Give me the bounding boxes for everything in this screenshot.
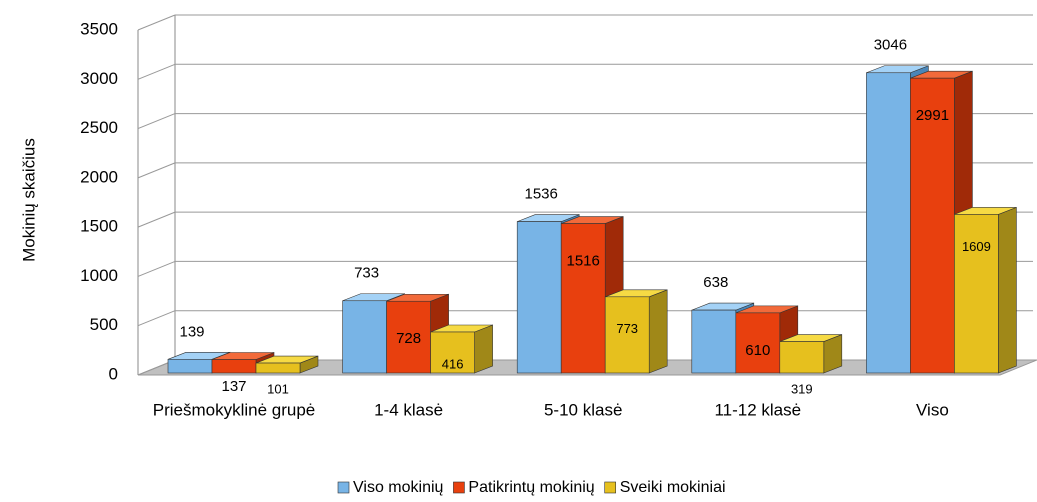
bar xyxy=(386,300,431,374)
bar xyxy=(954,214,999,374)
value-label: 1536 xyxy=(525,186,558,203)
bar xyxy=(691,309,737,374)
grid-line xyxy=(137,310,176,327)
bar-side xyxy=(474,324,493,374)
value-label: 733 xyxy=(354,265,379,282)
bar xyxy=(167,358,213,374)
y-tick-label: 500 xyxy=(90,315,118,334)
y-tick-label: 1000 xyxy=(80,266,118,285)
grid-line xyxy=(137,14,176,31)
legend-swatch xyxy=(453,481,465,494)
bar xyxy=(342,300,387,374)
y-tick-label: 0 xyxy=(109,364,118,383)
y-tick-label: 3000 xyxy=(80,69,118,88)
bar xyxy=(516,221,562,374)
y-tick-label: 1500 xyxy=(80,217,118,236)
value-label: 773 xyxy=(616,321,638,336)
bar xyxy=(866,72,911,374)
value-label: 728 xyxy=(396,330,421,347)
bar xyxy=(211,359,257,374)
grid-line xyxy=(137,162,176,179)
value-label: 137 xyxy=(221,378,246,395)
legend-label: Sveiki mokiniai xyxy=(620,479,726,496)
bar xyxy=(735,312,781,374)
x-tick-label: 1-4 klasė xyxy=(374,400,443,419)
y-tick-label: 2000 xyxy=(80,167,118,186)
value-label: 416 xyxy=(442,356,464,371)
grid-line xyxy=(137,113,176,130)
value-label: 610 xyxy=(745,342,770,359)
x-tick-label: 5-10 klasė xyxy=(544,400,622,419)
bar xyxy=(255,362,301,374)
x-tick-label: Viso xyxy=(916,400,949,419)
value-label: 2991 xyxy=(916,107,949,124)
grid-line xyxy=(137,260,176,277)
value-label: 139 xyxy=(179,323,204,340)
value-label: 1516 xyxy=(567,253,600,270)
grid-line xyxy=(137,211,176,228)
grid-line xyxy=(137,63,176,80)
bar xyxy=(779,341,825,374)
legend-swatch xyxy=(604,481,617,494)
bar xyxy=(910,77,955,374)
bar-side xyxy=(648,289,668,374)
y-axis-label: Mokinių skaičius xyxy=(19,138,38,262)
bar xyxy=(560,223,606,374)
bar xyxy=(430,331,475,374)
value-label: 319 xyxy=(791,381,813,396)
x-tick-label: 11-12 klasė xyxy=(714,400,801,419)
x-tick-label: Priešmokyklinė grupė xyxy=(153,400,316,419)
value-label: 638 xyxy=(703,274,728,291)
value-label: 101 xyxy=(267,381,289,396)
legend-label: Patikrintų mokinių xyxy=(468,479,594,496)
value-label: 1609 xyxy=(962,239,991,254)
y-tick-label: 2500 xyxy=(80,118,118,137)
legend-swatch xyxy=(337,481,350,494)
bar xyxy=(604,296,650,374)
value-label: 3046 xyxy=(874,37,907,54)
legend-label: Viso mokinių xyxy=(353,479,444,496)
bar-side xyxy=(998,206,1017,374)
y-tick-label: 3500 xyxy=(80,19,118,38)
